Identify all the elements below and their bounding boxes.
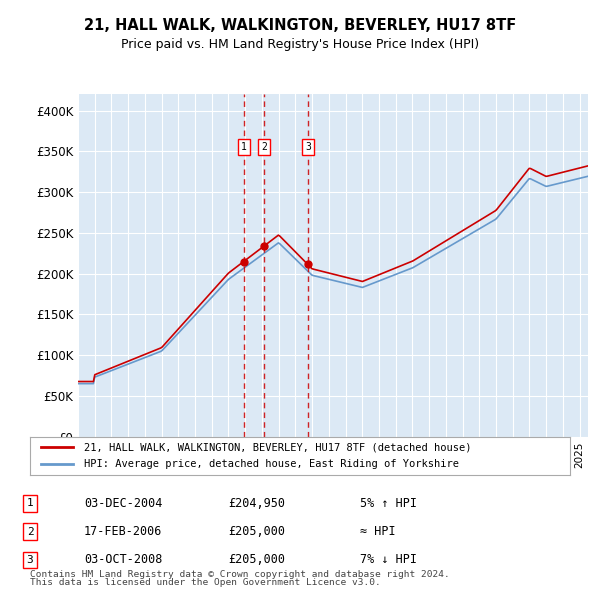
Text: 03-DEC-2004: 03-DEC-2004 (84, 497, 163, 510)
Text: 2: 2 (26, 527, 34, 536)
Text: Contains HM Land Registry data © Crown copyright and database right 2024.: Contains HM Land Registry data © Crown c… (30, 571, 450, 579)
Text: 1: 1 (26, 499, 34, 508)
Text: 7% ↓ HPI: 7% ↓ HPI (360, 553, 417, 566)
Text: 3: 3 (305, 142, 311, 152)
Text: 21, HALL WALK, WALKINGTON, BEVERLEY, HU17 8TF (detached house): 21, HALL WALK, WALKINGTON, BEVERLEY, HU1… (84, 442, 472, 453)
Text: This data is licensed under the Open Government Licence v3.0.: This data is licensed under the Open Gov… (30, 578, 381, 587)
Text: Price paid vs. HM Land Registry's House Price Index (HPI): Price paid vs. HM Land Registry's House … (121, 38, 479, 51)
Text: £205,000: £205,000 (228, 553, 285, 566)
Text: 1: 1 (241, 142, 247, 152)
Text: 5% ↑ HPI: 5% ↑ HPI (360, 497, 417, 510)
Text: 17-FEB-2006: 17-FEB-2006 (84, 525, 163, 538)
Text: 3: 3 (26, 555, 34, 565)
Text: 21, HALL WALK, WALKINGTON, BEVERLEY, HU17 8TF: 21, HALL WALK, WALKINGTON, BEVERLEY, HU1… (84, 18, 516, 32)
Text: 03-OCT-2008: 03-OCT-2008 (84, 553, 163, 566)
Text: £204,950: £204,950 (228, 497, 285, 510)
Text: £205,000: £205,000 (228, 525, 285, 538)
Text: 2: 2 (261, 142, 267, 152)
Text: ≈ HPI: ≈ HPI (360, 525, 395, 538)
Text: HPI: Average price, detached house, East Riding of Yorkshire: HPI: Average price, detached house, East… (84, 459, 459, 469)
